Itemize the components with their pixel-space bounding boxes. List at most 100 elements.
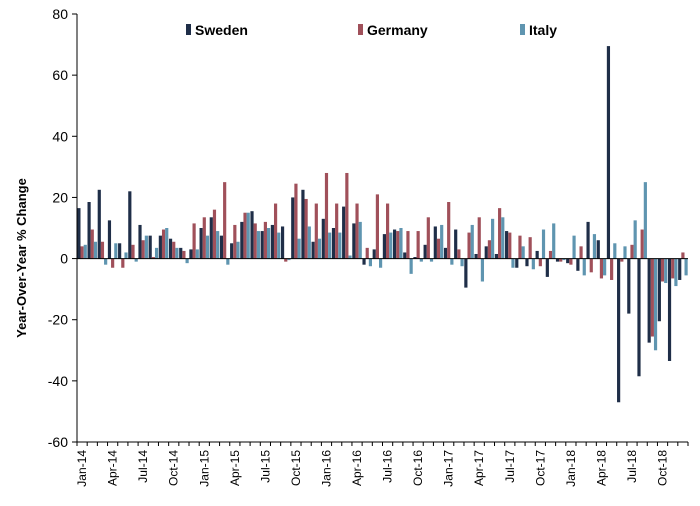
bar-italy-dec-16 [440,224,444,259]
bar-germany-apr-15 [233,224,237,259]
bar-sweden-oct-18 [657,258,661,322]
legend: Sweden Germany Italy [186,22,557,38]
bar-sweden-feb-18 [576,258,580,271]
bar-italy-jul-17 [511,258,515,268]
bar-italy-dec-18 [684,258,688,276]
bars-layer [77,46,688,403]
bar-italy-nov-18 [674,258,678,287]
bar-italy-mar-16 [348,255,352,259]
bar-italy-aug-18 [643,182,647,259]
bar-italy-jul-14 [144,235,148,259]
bar-italy-sep-16 [409,258,413,274]
bar-italy-dec-17 [562,258,566,261]
bar-germany-aug-15 [273,203,278,259]
bar-germany-mar-17 [467,232,471,259]
bar-germany-jun-17 [498,208,502,259]
legend-label-italy: Italy [529,22,557,38]
bar-italy-apr-15 [236,241,240,259]
bar-germany-apr-14 [111,258,115,268]
bar-germany-jul-16 [386,203,390,259]
bar-sweden-nov-14 [179,247,183,259]
bar-sweden-mar-15 [219,235,224,259]
x-tick-label: Apr-18 [594,450,608,486]
bar-germany-jan-16 [324,172,329,259]
bar-germany-oct-17 [538,258,542,267]
bar-sweden-nov-17 [545,258,549,277]
bar-sweden-dec-18 [678,258,682,280]
bar-sweden-jan-16 [321,218,325,259]
bar-sweden-mar-14 [97,189,101,259]
bar-germany-aug-18 [640,229,644,259]
bar-italy-oct-14 [175,247,179,259]
bar-germany-jul-18 [630,244,634,259]
bar-italy-aug-17 [521,246,525,259]
bar-italy-oct-17 [541,229,546,259]
bar-sweden-apr-14 [107,220,112,259]
x-tick-label: Jan-18 [564,450,578,487]
bar-sweden-jul-14 [138,224,142,259]
bar-sweden-sep-17 [525,258,529,267]
bar-sweden-feb-14 [87,202,91,259]
bar-germany-jul-17 [508,232,512,259]
bar-italy-nov-14 [185,258,189,264]
bar-germany-dec-16 [436,238,441,259]
bar-sweden-dec-15 [311,241,315,259]
x-tick-label: Oct-15 [289,450,303,486]
bar-italy-mar-18 [592,234,597,259]
bar-italy-mar-15 [226,258,230,265]
bar-italy-sep-17 [531,258,535,270]
bar-germany-sep-15 [284,258,288,262]
bar-sweden-apr-18 [596,240,600,259]
bar-sweden-jul-17 [505,231,509,259]
bar-sweden-oct-14 [168,238,173,259]
legend-label-germany: Germany [367,22,428,38]
bar-italy-feb-17 [460,258,464,267]
bar-sweden-jan-18 [566,258,570,264]
bar-sweden-may-15 [240,221,244,259]
x-tick-label: Apr-16 [350,450,364,486]
bar-sweden-jul-18 [627,258,631,314]
bar-germany-dec-15 [314,203,318,259]
bar-italy-dec-14 [195,249,199,259]
bar-sweden-mar-17 [464,258,468,288]
bar-germany-oct-15 [294,183,298,259]
bar-germany-feb-18 [579,246,583,259]
x-tick-label: Apr-17 [472,450,486,486]
bar-italy-jan-15 [205,235,210,259]
bar-italy-aug-15 [277,232,281,259]
bar-germany-sep-18 [650,258,654,337]
bar-germany-dec-18 [681,252,685,259]
bar-germany-feb-15 [212,209,217,259]
x-tick-label: Jan-15 [197,450,211,487]
bar-italy-oct-18 [664,258,668,284]
bar-italy-sep-15 [287,258,291,261]
x-tick-label: Oct-17 [533,450,547,486]
bar-germany-jun-15 [253,223,257,259]
bar-sweden-sep-18 [647,258,651,343]
bar-germany-jun-16 [375,194,379,259]
bar-sweden-aug-18 [637,258,641,377]
bar-germany-aug-14 [151,257,155,259]
bar-germany-may-17 [487,240,492,259]
x-tick-label: Jan-16 [320,450,334,487]
bar-italy-oct-15 [297,238,301,259]
bar-sweden-jun-14 [128,191,132,259]
x-tick-label: Jan-14 [75,450,89,487]
bar-germany-jul-15 [263,221,267,259]
bar-sweden-dec-14 [189,249,193,259]
bar-italy-aug-14 [154,247,159,259]
bar-sweden-jun-15 [250,211,254,259]
bar-sweden-jan-14 [77,208,81,259]
bar-sweden-feb-17 [454,229,458,259]
bar-germany-may-16 [365,247,369,259]
bar-italy-may-16 [368,258,372,267]
bar-sweden-oct-16 [413,257,417,259]
bar-sweden-jul-15 [260,231,264,259]
bar-germany-jan-18 [569,258,573,265]
y-tick-label: 60 [52,67,68,83]
bar-germany-nov-14 [182,250,186,259]
bar-germany-sep-14 [161,229,166,259]
bar-italy-jan-18 [572,235,576,259]
bar-germany-jul-14 [141,240,145,259]
x-tick-label: Jul-17 [503,450,517,483]
